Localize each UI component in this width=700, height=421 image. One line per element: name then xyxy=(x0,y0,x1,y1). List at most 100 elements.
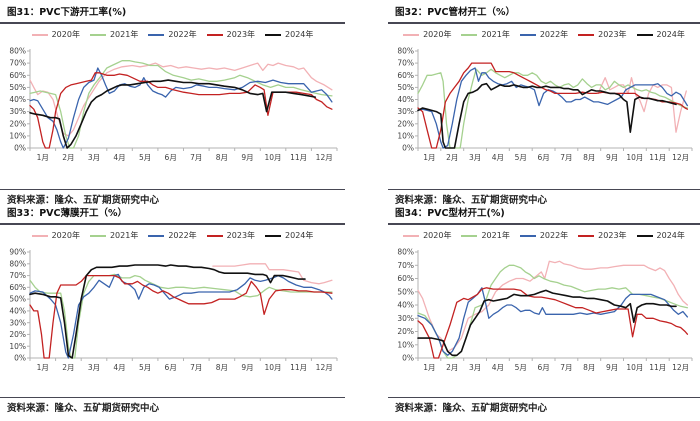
series-2023年 xyxy=(417,62,689,149)
svg-text:10月: 10月 xyxy=(264,363,281,372)
svg-text:8月: 8月 xyxy=(583,363,595,372)
legend-label: 2024年 xyxy=(285,30,314,39)
legend-line-swatch xyxy=(403,235,420,237)
svg-text:40%: 40% xyxy=(9,95,26,104)
figure-source: 资料来源：隆众、五矿期货研究中心 xyxy=(7,195,160,206)
source-rule xyxy=(0,396,345,398)
legend-item: 2023年 xyxy=(206,30,255,40)
legend-label: 2021年 xyxy=(109,231,139,240)
svg-text:80%: 80% xyxy=(397,248,414,257)
svg-text:11月: 11月 xyxy=(290,363,307,372)
svg-text:70%: 70% xyxy=(9,271,26,280)
figure-source: 资料来源：隆众、五矿期货研究中心 xyxy=(7,403,160,414)
legend-item: 2021年 xyxy=(89,30,139,40)
svg-text:3月: 3月 xyxy=(88,363,100,372)
svg-text:5月: 5月 xyxy=(515,363,527,372)
svg-text:6月: 6月 xyxy=(537,363,549,372)
svg-text:6月: 6月 xyxy=(537,153,549,162)
series-2022年 xyxy=(417,287,689,356)
series-2020年 xyxy=(212,263,333,285)
axes: 0% 10% 20% 30% 40% 50% 60% 70% 80% 90% 1月 2月 3月 4月 5月 6… xyxy=(9,248,338,372)
figure-31: 图31：PVC下游开工率(%) 2020年 2021年 2022年 2023年 2024… xyxy=(0,6,345,207)
series-2024年 xyxy=(29,264,306,359)
series-2022年 xyxy=(29,273,333,359)
svg-text:0%: 0% xyxy=(14,354,26,363)
legend: 2020年 2021年 2022年 2023年 2024年 xyxy=(388,29,700,41)
legend-item: 2022年 xyxy=(519,231,569,241)
legend-item: 2023年 xyxy=(578,231,627,241)
svg-text:6月: 6月 xyxy=(165,363,177,372)
legend-item: 2023年 xyxy=(206,231,256,241)
svg-text:40%: 40% xyxy=(397,95,414,104)
series-2021年 xyxy=(29,273,333,359)
legend-line-swatch xyxy=(578,235,595,237)
svg-text:9月: 9月 xyxy=(606,153,618,162)
figure-source: 资料来源：隆众、五矿期货研究中心 xyxy=(395,195,548,206)
legend-label: 2022年 xyxy=(539,30,569,39)
svg-text:50%: 50% xyxy=(9,83,26,92)
source-rule xyxy=(0,188,345,190)
svg-text:10%: 10% xyxy=(397,340,414,349)
svg-text:5月: 5月 xyxy=(515,153,527,162)
svg-text:6月: 6月 xyxy=(165,153,177,162)
figure-33: 图33：PVC薄膜开工（%） 2020年 2021年 2022年 2023年 2024年… xyxy=(0,207,345,415)
svg-text:0%: 0% xyxy=(402,354,414,363)
legend-label: 2024年 xyxy=(656,231,685,240)
svg-text:12月: 12月 xyxy=(316,363,333,372)
legend-line-swatch xyxy=(265,235,282,237)
svg-text:11月: 11月 xyxy=(649,153,666,162)
legend-item: 2024年 xyxy=(265,30,313,40)
legend-line-swatch xyxy=(265,34,282,36)
svg-text:1月: 1月 xyxy=(423,363,435,372)
title-rule xyxy=(0,223,345,225)
line-chart: 0% 10% 20% 30% 40% 50% 60% 70% 80% 90% 1月 2月 3月 4月 5月 6… xyxy=(9,248,338,372)
svg-text:70%: 70% xyxy=(397,59,414,68)
legend-item: 2024年 xyxy=(636,231,685,241)
figure-title: 图34：PVC型材开工(%) xyxy=(395,208,505,219)
legend-label: 2023年 xyxy=(598,231,627,240)
svg-text:30%: 30% xyxy=(397,314,414,323)
series-2022年 xyxy=(417,67,689,149)
legend-item: 2020年 xyxy=(403,231,451,241)
svg-text:10%: 10% xyxy=(397,132,414,141)
legend-label: 2022年 xyxy=(539,231,569,240)
svg-text:20%: 20% xyxy=(397,327,414,336)
legend-line-swatch xyxy=(461,34,478,36)
series-2023年 xyxy=(417,287,689,359)
series-2020年 xyxy=(597,77,687,133)
svg-text:8月: 8月 xyxy=(216,363,228,372)
series-2021年 xyxy=(417,68,689,149)
svg-text:80%: 80% xyxy=(9,259,26,268)
svg-text:60%: 60% xyxy=(9,283,26,292)
series-2023年 xyxy=(29,274,333,359)
svg-text:8月: 8月 xyxy=(583,153,595,162)
axes: 0% 10% 20% 30% 40% 50% 60% 70% 80% 1月 2月 3月 4月 5月 6月 7月… xyxy=(9,47,338,162)
svg-text:2月: 2月 xyxy=(446,153,458,162)
title-rule xyxy=(0,22,345,24)
figure-title: 图33：PVC薄膜开工（%） xyxy=(7,208,128,219)
svg-text:50%: 50% xyxy=(397,287,414,296)
legend-label: 2020年 xyxy=(51,30,80,39)
legend-item: 2022年 xyxy=(148,231,197,241)
svg-text:4月: 4月 xyxy=(113,153,125,162)
figure-title: 图32：PVC管材开工（%） xyxy=(395,7,516,18)
svg-text:10月: 10月 xyxy=(626,363,643,372)
svg-text:80%: 80% xyxy=(9,47,26,56)
line-chart: 0% 10% 20% 30% 40% 50% 60% 70% 80% 1月 2月 3月 4月 5月 6月 7月… xyxy=(9,47,338,162)
svg-text:11月: 11月 xyxy=(290,153,307,162)
svg-text:2月: 2月 xyxy=(446,363,458,372)
svg-text:10月: 10月 xyxy=(264,153,281,162)
svg-text:60%: 60% xyxy=(9,71,26,80)
svg-text:9月: 9月 xyxy=(606,363,618,372)
legend-label: 2021年 xyxy=(109,30,139,39)
svg-text:0%: 0% xyxy=(402,144,414,153)
svg-text:1月: 1月 xyxy=(37,153,49,162)
svg-text:9月: 9月 xyxy=(241,363,253,372)
legend-label: 2023年 xyxy=(226,231,256,240)
svg-text:30%: 30% xyxy=(9,318,26,327)
svg-text:50%: 50% xyxy=(9,295,26,304)
svg-text:20%: 20% xyxy=(9,119,26,128)
svg-text:0%: 0% xyxy=(14,144,26,153)
svg-text:60%: 60% xyxy=(397,274,414,283)
svg-text:8月: 8月 xyxy=(216,153,228,162)
